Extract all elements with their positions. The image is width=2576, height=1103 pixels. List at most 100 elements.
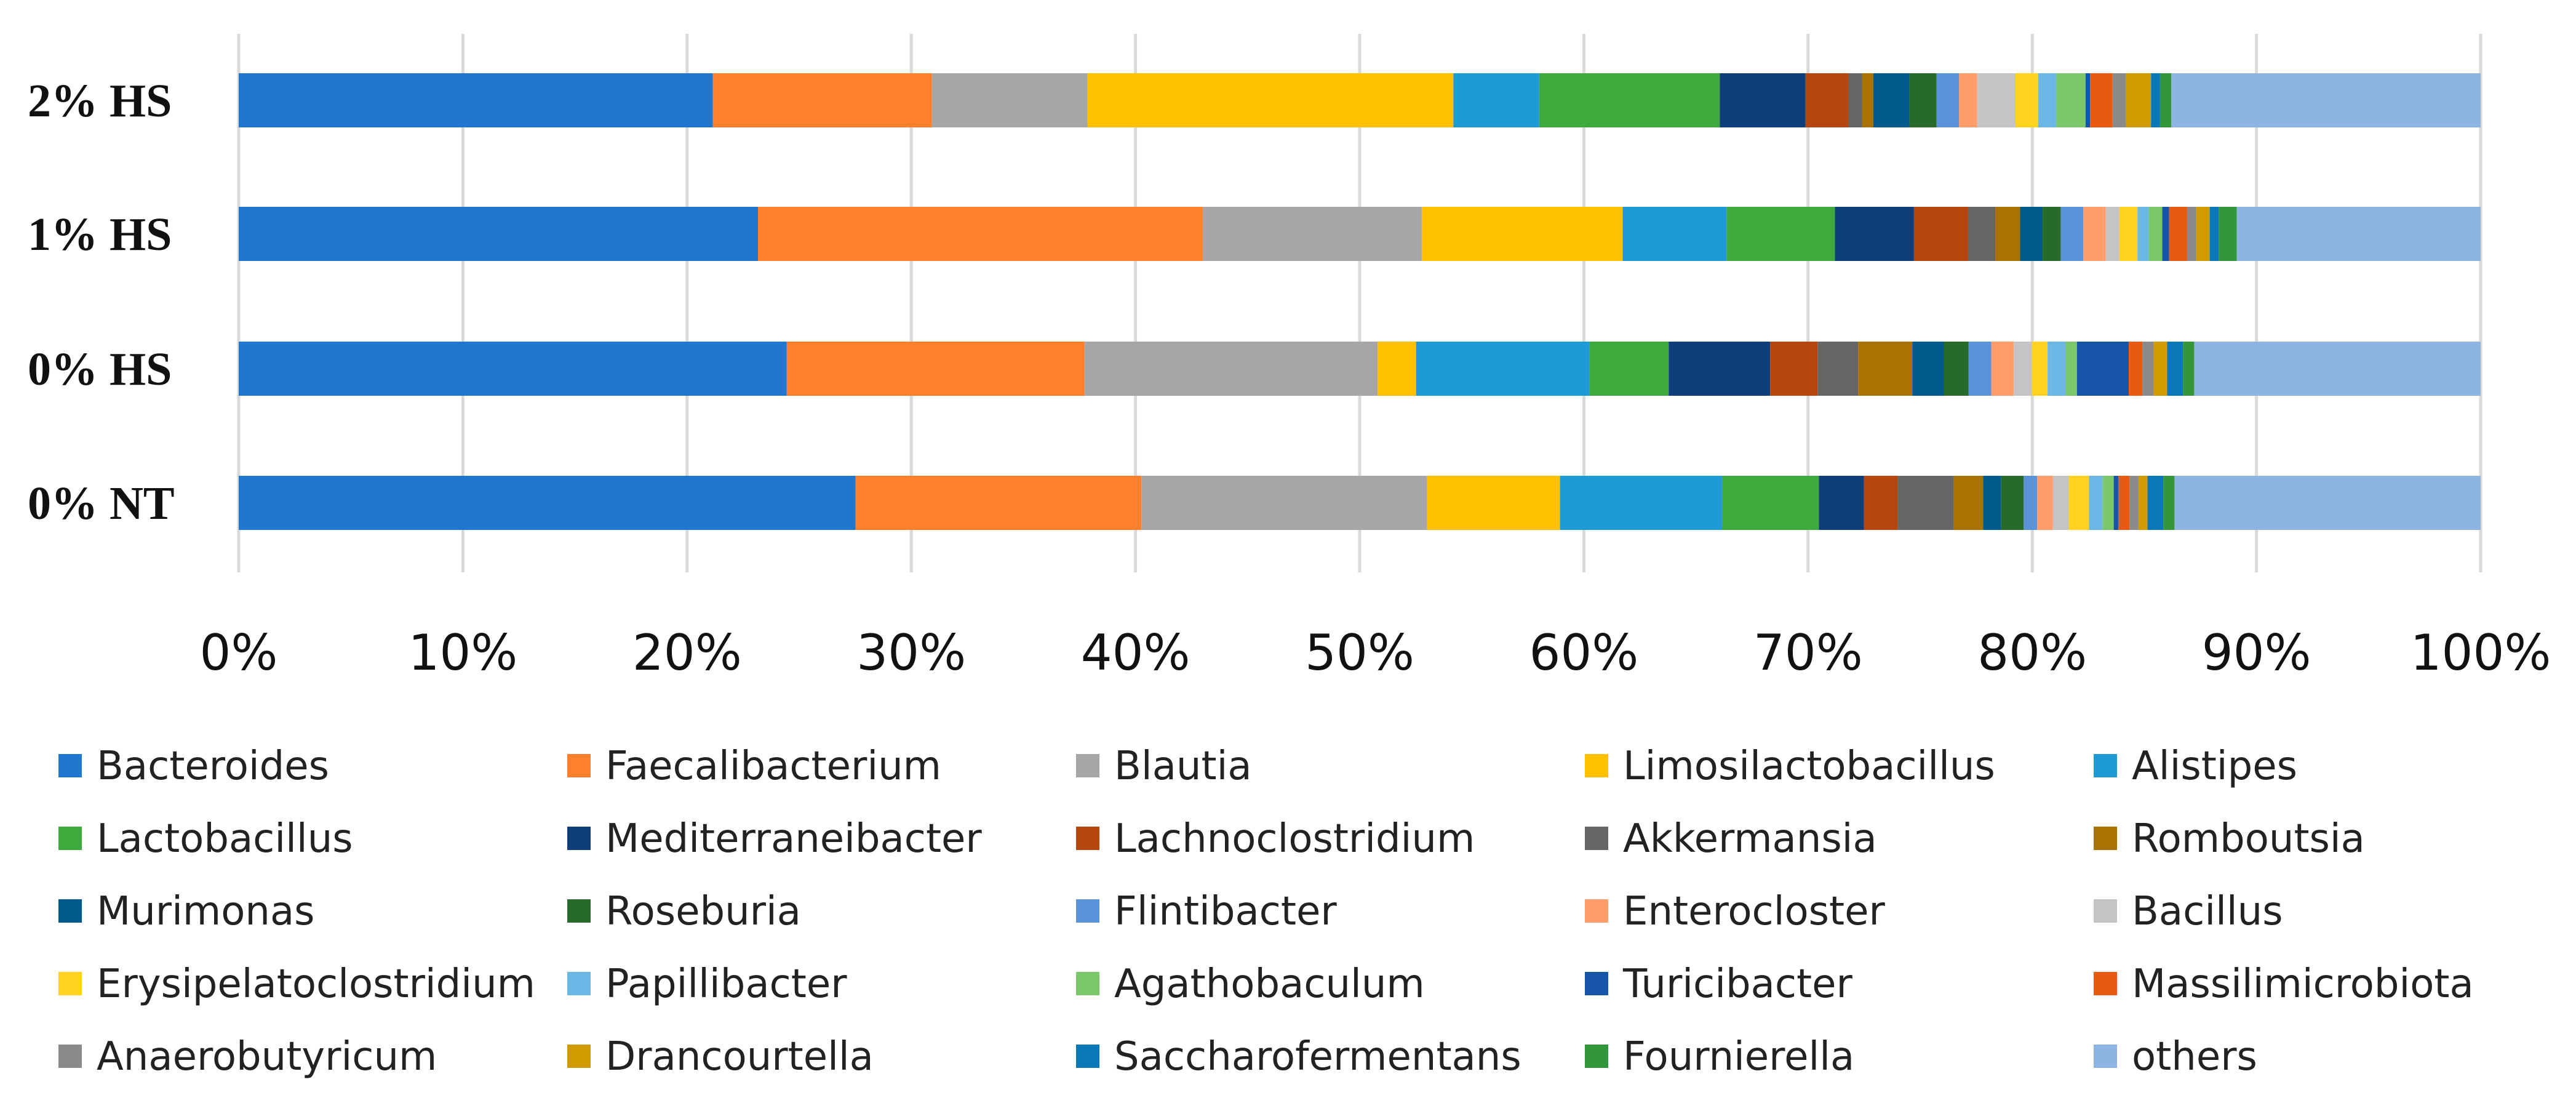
bar-segment <box>2148 207 2163 261</box>
legend: Bacteroides Faecalibacterium Blautia Limosi… <box>58 744 2474 1080</box>
legend-swatch <box>1076 754 1099 777</box>
legend-label: Faecalibacterium <box>605 744 941 789</box>
legend-swatch <box>1076 1045 1099 1068</box>
bar-segment <box>2001 476 2024 530</box>
legend-label: Roseburia <box>605 889 801 934</box>
legend-swatch <box>567 972 591 995</box>
legend-label: Agathobaculum <box>1114 961 1425 1007</box>
bar-segment <box>2068 476 2089 530</box>
legend-swatch <box>1585 972 1608 995</box>
x-tick-label: 100% <box>2411 624 2551 681</box>
legend-label: Enterocloster <box>1623 889 1885 934</box>
bar-segment <box>2048 342 2066 396</box>
bar-segment <box>2090 73 2113 127</box>
legend-swatch <box>58 1045 82 1068</box>
legend-label: Romboutsia <box>2132 816 2365 862</box>
legend-swatch <box>58 827 82 850</box>
bar-segment <box>1819 476 1864 530</box>
bar-segment <box>2171 73 2481 127</box>
bar-segment <box>2056 73 2086 127</box>
bar-segment <box>1720 73 1806 127</box>
legend-swatch <box>567 899 591 923</box>
bar-segment <box>1722 476 1819 530</box>
bar-segment <box>2118 476 2130 530</box>
bar-segment <box>1953 476 1984 530</box>
legend-swatch <box>567 827 591 850</box>
bar-segment <box>2183 342 2195 396</box>
bar-segment <box>2038 73 2057 127</box>
x-tick-label: 70% <box>1753 624 1863 681</box>
legend-label: Fournierella <box>1623 1034 1854 1080</box>
category-label: 0% NT <box>28 478 175 529</box>
category-label: 2% HS <box>28 75 172 127</box>
bar-segment <box>1805 73 1849 127</box>
bars <box>239 73 2481 530</box>
legend-swatch <box>2094 754 2117 777</box>
legend-label: Turicibacter <box>1622 961 1853 1007</box>
bar-segment <box>1848 73 1862 127</box>
bar-segment <box>2119 207 2138 261</box>
bar-segment <box>1202 207 1422 261</box>
bar-segment <box>1897 476 1954 530</box>
bar-segment <box>2020 207 2043 261</box>
x-tick-labels: 0% 10% 20% 30% 40% 50% 60% 70% 80% 90% 100% <box>200 624 2551 681</box>
legend-label: Flintibacter <box>1114 889 1337 934</box>
x-tick-label: 0% <box>200 624 278 681</box>
bar-segment <box>2102 476 2114 530</box>
bar-segment <box>2129 476 2139 530</box>
legend-label: Lactobacillus <box>97 816 353 862</box>
bar-segment <box>1991 342 2014 396</box>
legend-label: Drancourtella <box>605 1034 874 1080</box>
bar-segment <box>2162 207 2169 261</box>
bar-segment <box>2236 207 2481 261</box>
legend-swatch <box>567 1045 591 1068</box>
bar-segment <box>2112 73 2126 127</box>
legend-label: Massilimicrobiota <box>2132 961 2474 1007</box>
legend-swatch <box>1585 827 1608 850</box>
bar-segment <box>2032 342 2048 396</box>
bar-segment <box>1977 73 2016 127</box>
bar-segment <box>1416 342 1590 396</box>
bar-segment <box>1995 207 2020 261</box>
legend-label: others <box>2132 1034 2257 1080</box>
bar-segment <box>2113 476 2118 530</box>
bar-segment <box>239 342 787 396</box>
bar-segment <box>1087 73 1454 127</box>
bar-segment <box>1864 476 1898 530</box>
legend-swatch <box>1585 1045 1608 1068</box>
bar-segment <box>1421 207 1623 261</box>
legend-swatch <box>58 754 82 777</box>
bar-segment <box>2060 207 2084 261</box>
bar-segment <box>2024 476 2038 530</box>
bar-segment <box>1084 342 1378 396</box>
legend-swatch <box>567 754 591 777</box>
bar-segment <box>1873 73 1910 127</box>
bar-segment <box>2052 476 2069 530</box>
bar-segment <box>2138 476 2148 530</box>
legend-label: Blautia <box>1114 744 1252 789</box>
bar-segment <box>2169 207 2187 261</box>
bar-segment <box>1141 476 1427 530</box>
bar-segment <box>1378 342 1416 396</box>
legend-label: Anaerobutyricum <box>97 1034 437 1080</box>
bar-segment <box>2153 342 2167 396</box>
bar-segment <box>1560 476 1723 530</box>
bar-segment <box>2043 207 2061 261</box>
legend-label: Bacteroides <box>97 744 329 789</box>
bar-segment <box>1453 73 1539 127</box>
bar-segment <box>2129 342 2143 396</box>
category-labels: 2% HS 1% HS 0% HS 0% NT <box>28 75 175 529</box>
bar-segment <box>1909 73 1937 127</box>
bar-segment <box>2126 73 2151 127</box>
x-tick-label: 20% <box>632 624 742 681</box>
x-tick-label: 30% <box>856 624 966 681</box>
bar-segment <box>2196 207 2210 261</box>
bar-segment <box>2065 342 2077 396</box>
legend-label: Saccharofermentans <box>1114 1034 1521 1080</box>
category-label: 0% HS <box>28 343 172 395</box>
bar-segment <box>2219 207 2237 261</box>
legend-label: Bacillus <box>2132 889 2283 934</box>
category-label: 1% HS <box>28 209 172 260</box>
